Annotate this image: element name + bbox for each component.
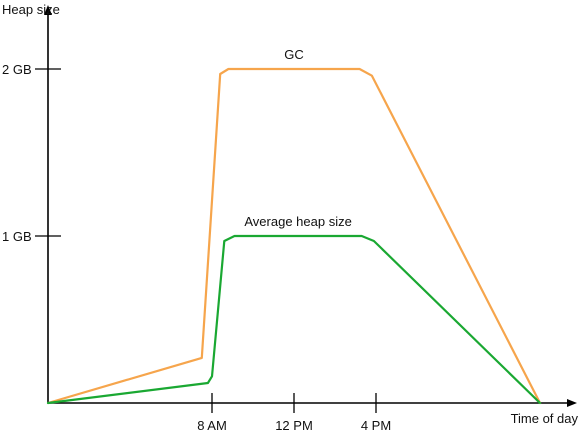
- series-label-gc: GC: [284, 47, 304, 62]
- series-labels: GC Average heap size: [244, 47, 351, 229]
- series-label-average-heap-size: Average heap size: [244, 214, 351, 229]
- y-axis-label: Heap size: [2, 2, 60, 17]
- x-tick-label: 8 AM: [197, 418, 227, 433]
- y-ticks: 1 GB 2 GB: [2, 62, 61, 244]
- x-ticks: 8 AM 12 PM 4 PM: [197, 393, 391, 433]
- series-line-average-heap-size: [46, 234, 542, 405]
- x-tick-label: 4 PM: [361, 418, 391, 433]
- axes: [44, 5, 577, 407]
- y-tick-label: 1 GB: [2, 229, 32, 244]
- y-tick-label: 2 GB: [2, 62, 32, 77]
- series-lines: [46, 67, 542, 405]
- x-axis-label: Time of day: [511, 411, 579, 426]
- x-tick-label: 12 PM: [275, 418, 313, 433]
- series-line-gc: [46, 67, 542, 405]
